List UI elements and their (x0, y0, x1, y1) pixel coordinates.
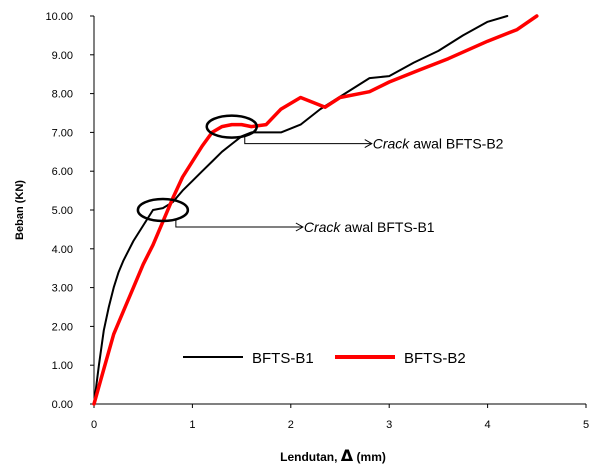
x-tick-label: 5 (583, 419, 589, 431)
crack-label: Crack awal BFTS-B2 (373, 136, 504, 152)
arrowhead-icon (364, 139, 373, 149)
crack-label: Crack awal BFTS-B1 (304, 219, 435, 235)
y-tick-label: 3.00 (52, 283, 73, 295)
arrowhead-icon (295, 222, 304, 232)
y-tick-label: 2.00 (52, 321, 73, 333)
y-tick-label: 9.00 (52, 50, 73, 62)
x-tick-label: 2 (288, 419, 294, 431)
crack-label-italic: Crack (304, 219, 342, 235)
y-tick-label: 4.00 (52, 244, 73, 256)
y-tick-label: 6.00 (52, 166, 73, 178)
y-tick-label: 7.00 (52, 127, 73, 139)
y-axis-title: Beban (KN) (14, 180, 26, 240)
crack-marker-ellipse (205, 114, 259, 139)
y-tick-label: 5.00 (52, 205, 73, 217)
x-axis-title: Lendutan, Δ (mm) (280, 446, 386, 465)
crack-label-italic: Crack (373, 136, 411, 152)
series-line-bfts-b2 (92, 14, 539, 406)
x-tick-label: 3 (386, 419, 392, 431)
y-tick-label: 0.00 (52, 399, 73, 411)
x-tick-label: 0 (91, 419, 97, 431)
x-axis-ticks: 0 1 2 3 4 5 (91, 404, 589, 431)
crack-label-text: awal BFTS-B2 (409, 136, 503, 152)
legend-label-b1: BFTS-B1 (252, 350, 314, 367)
x-axis-title-text: Lendutan, (280, 450, 337, 464)
y-tick-label: 8.00 (52, 89, 73, 101)
series-line-bfts-b1 (93, 15, 509, 405)
crack-leader-line (175, 220, 303, 228)
y-tick-label: 10.00 (45, 11, 73, 23)
y-tick-label: 1.00 (52, 360, 73, 372)
crack-marker-ellipse (136, 197, 190, 223)
x-tick-label: 1 (189, 419, 195, 431)
crack-leader-line (244, 136, 372, 145)
y-axis-ticks: 0.00 1.00 2.00 3.00 4.00 5.00 6.00 7.00 8.00 9.00… (45, 11, 94, 411)
legend: BFTS-B1 BFTS-B2 (183, 350, 466, 367)
legend-label-b2: BFTS-B2 (404, 350, 466, 367)
series-layer (92, 14, 539, 406)
delta-symbol: Δ (341, 446, 354, 465)
crack-label-text: awal BFTS-B1 (340, 219, 434, 235)
x-tick-label: 4 (485, 419, 491, 431)
x-axis-title-unit: (mm) (357, 450, 386, 464)
